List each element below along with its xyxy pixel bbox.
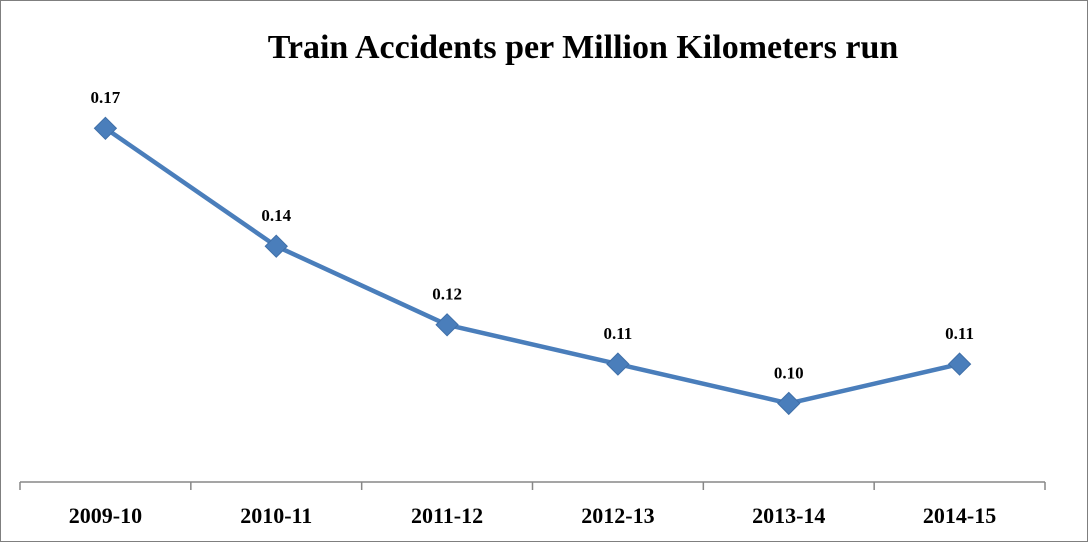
data-label: 0.17 <box>91 88 121 107</box>
point-marker <box>947 352 972 376</box>
data-label: 0.10 <box>774 363 804 382</box>
data-label: 0.12 <box>432 285 462 304</box>
x-tick-label: 2014-15 <box>923 503 996 528</box>
series-line <box>104 126 961 406</box>
point-marker <box>777 391 801 416</box>
point-marker <box>264 234 288 258</box>
x-tick-label: 2012-13 <box>581 503 654 528</box>
point-marker <box>93 116 118 141</box>
x-tick-label: 2011-12 <box>411 503 483 528</box>
chart-title: Train Accidents per Million Kilometers r… <box>268 29 899 66</box>
point-marker <box>606 352 630 376</box>
x-tick-label: 2010-11 <box>240 503 312 528</box>
data-label: 0.14 <box>261 206 291 225</box>
data-label: 0.11 <box>945 324 974 343</box>
x-tick-label: 2013-14 <box>752 503 825 528</box>
point-marker <box>435 313 459 337</box>
data-label: 0.11 <box>604 324 633 343</box>
x-tick-label: 2009-10 <box>69 503 142 528</box>
